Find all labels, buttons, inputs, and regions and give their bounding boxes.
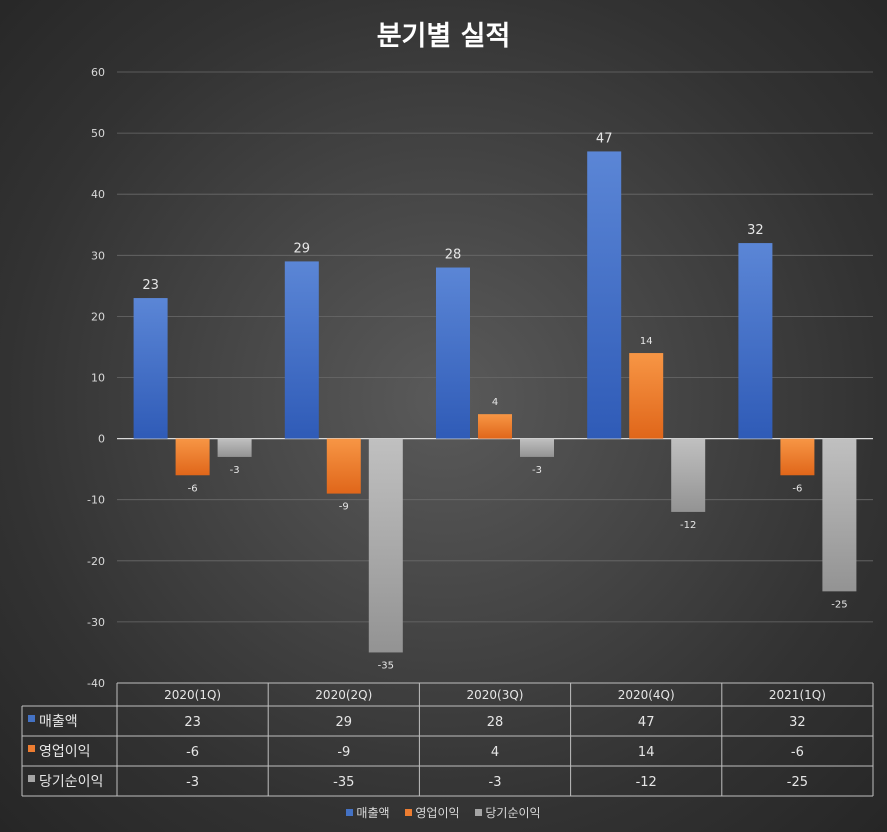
legend-label: 당기순이익 — [485, 806, 541, 820]
table-cell: 28 — [487, 715, 504, 730]
bar — [671, 438, 706, 512]
table-cell: 32 — [789, 715, 806, 730]
table-header-cell: 2020(4Q) — [618, 688, 675, 702]
table-legend-key — [28, 715, 35, 722]
bar — [520, 438, 554, 457]
bar — [436, 267, 470, 439]
data-label: 4 — [492, 397, 498, 408]
table-header-cell: 2020(2Q) — [315, 688, 372, 702]
table-cell: -6 — [791, 745, 804, 760]
bar — [175, 438, 210, 476]
legend-label: 영업이익 — [415, 806, 460, 820]
table-header-cell: 2020(3Q) — [467, 688, 524, 702]
data-label: 32 — [747, 223, 764, 238]
data-table: 2020(1Q) 2020(2Q) 2020(3Q) 2020(4Q) 2021(1Q)… — [21, 682, 874, 797]
y-tick-label: 10 — [91, 372, 105, 385]
table-header-cell: 2020(1Q) — [164, 688, 221, 702]
table-cell: -9 — [337, 745, 350, 760]
data-labels: 23 -6 -3 29 -9 -35 28 4 -3 47 14 -12 32 -6 -25 — [142, 131, 847, 671]
y-tick-label: 50 — [91, 127, 105, 140]
table-cell: -3 — [489, 775, 502, 790]
table-cell: -35 — [333, 775, 354, 790]
bar — [780, 438, 815, 476]
bar — [587, 151, 622, 439]
y-tick-label: -20 — [87, 555, 105, 568]
data-label: -6 — [188, 483, 198, 494]
bar — [133, 298, 168, 439]
bar — [326, 438, 361, 494]
legend-swatch — [475, 809, 483, 816]
data-label: 23 — [142, 278, 159, 293]
legend-swatch — [346, 809, 354, 816]
y-tick-label: 60 — [91, 66, 105, 79]
table-series-name: 영업이익 — [39, 744, 91, 760]
data-label: -9 — [339, 502, 349, 513]
table-legend-key — [28, 745, 35, 752]
chart-title: 분기별 실적 — [376, 21, 511, 52]
y-tick-label: -10 — [87, 494, 105, 507]
y-tick-label: -30 — [87, 616, 105, 629]
data-label: -35 — [378, 660, 394, 671]
y-axis-ticks: 60 50 40 30 20 10 0 -10 -20 -30 -40 — [87, 66, 105, 690]
table-cell: -3 — [186, 775, 199, 790]
table-legend-key — [28, 775, 35, 782]
data-label: -25 — [831, 599, 847, 610]
legend-label: 매출액 — [356, 806, 390, 820]
table-cell: 29 — [336, 715, 353, 730]
bars — [133, 151, 857, 653]
data-label: -12 — [680, 520, 696, 531]
y-tick-label: -40 — [87, 677, 105, 690]
bar — [368, 438, 403, 653]
table-series-name: 당기순이익 — [39, 774, 103, 790]
bar — [284, 261, 319, 439]
data-label: 28 — [445, 248, 462, 263]
bar — [738, 243, 773, 439]
table-series-name: 매출액 — [39, 714, 78, 730]
bar — [217, 438, 252, 457]
y-tick-label: 40 — [91, 188, 105, 201]
data-label: -3 — [532, 465, 542, 476]
table-cell: 23 — [184, 715, 201, 730]
table-cell: 47 — [638, 715, 655, 730]
table-cell: 4 — [491, 745, 499, 760]
table-header-cell: 2021(1Q) — [769, 688, 826, 702]
data-label: -6 — [792, 483, 802, 494]
bar — [822, 438, 857, 592]
table-cell: -25 — [787, 775, 808, 790]
legend-item: 매출액 — [346, 804, 390, 821]
legend: 매출액 영업이익 당기순이익 — [0, 804, 887, 821]
bar — [478, 414, 512, 439]
data-label: 14 — [640, 336, 653, 347]
table-cell: 14 — [638, 745, 655, 760]
y-tick-label: 0 — [98, 433, 105, 446]
bar — [629, 353, 664, 439]
legend-item: 당기순이익 — [475, 804, 541, 821]
legend-swatch — [405, 809, 413, 816]
data-label: -3 — [230, 465, 240, 476]
table-cell: -6 — [186, 745, 199, 760]
data-label: 47 — [596, 131, 613, 146]
data-label: 29 — [294, 241, 311, 256]
legend-item: 영업이익 — [405, 804, 460, 821]
y-tick-label: 20 — [91, 310, 105, 323]
y-tick-label: 30 — [91, 249, 105, 262]
table-cell: -12 — [636, 775, 657, 790]
